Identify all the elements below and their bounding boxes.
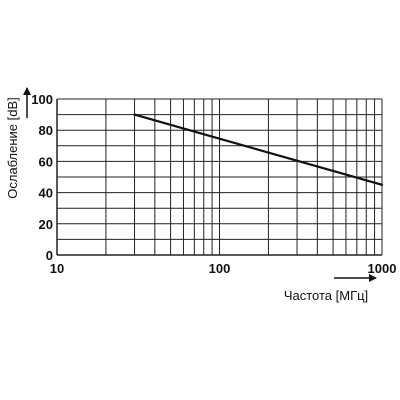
x-axis-title: Частота [МГц]	[284, 288, 368, 303]
y-tick-labels: 0 20 40 60 80 100	[31, 92, 53, 263]
y-tick-label: 40	[39, 186, 53, 201]
grid	[56, 98, 383, 256]
attenuation-line	[133, 113, 384, 186]
y-tick-label: 100	[31, 92, 53, 107]
x-tick-label: 10	[50, 261, 64, 276]
y-tick-label: 20	[39, 217, 53, 232]
x-tick-label: 1000	[368, 261, 397, 276]
y-tick-label: 0	[46, 248, 53, 263]
y-tick-label: 60	[39, 154, 53, 169]
series-group	[133, 113, 384, 186]
y-tick-label: 80	[39, 123, 53, 138]
y-axis-title: Ослабление [dB]	[5, 97, 20, 199]
x-tick-labels: 10 100 1000	[50, 261, 397, 276]
x-tick-label: 100	[209, 261, 231, 276]
